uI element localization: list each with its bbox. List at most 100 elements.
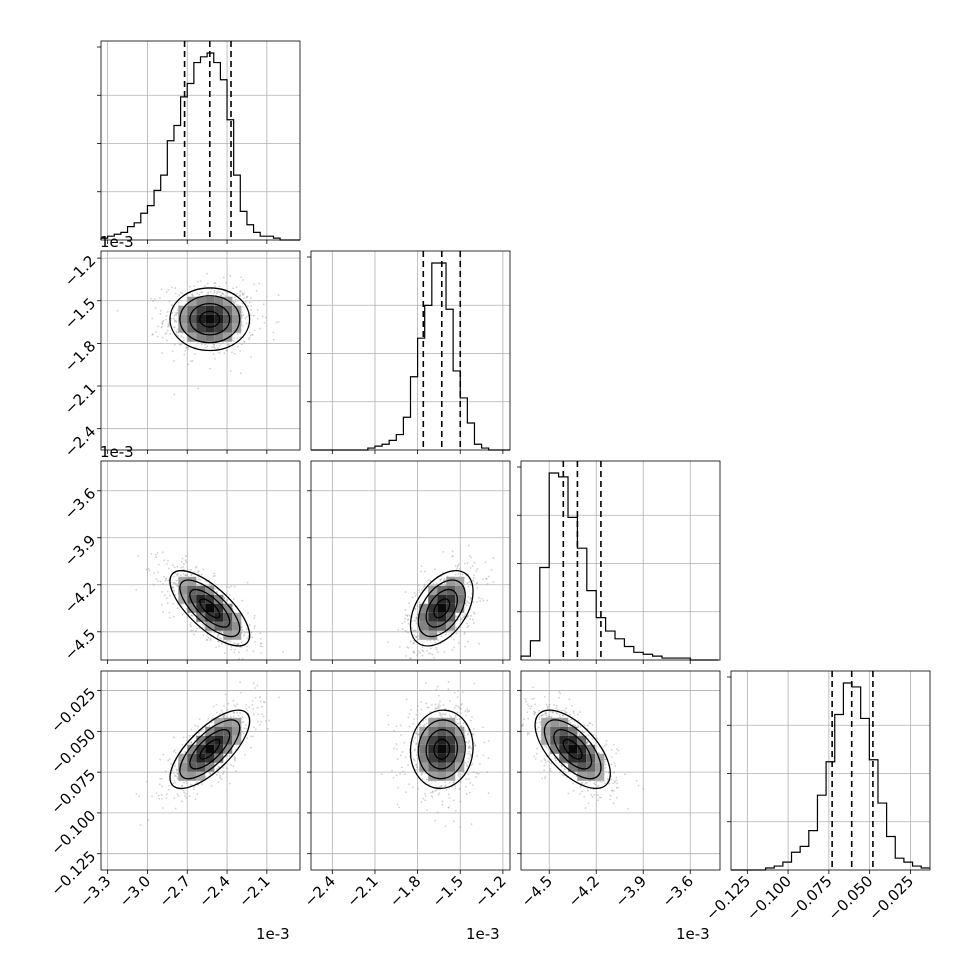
density-cell bbox=[446, 717, 456, 727]
density-contour bbox=[417, 579, 466, 638]
scatter-point bbox=[165, 797, 168, 799]
scatter-point bbox=[415, 636, 418, 639]
density-contour bbox=[199, 738, 221, 760]
scatter-point bbox=[183, 781, 185, 784]
scatter-point bbox=[256, 317, 259, 320]
scatter-point bbox=[544, 775, 547, 778]
density-cell bbox=[178, 314, 188, 324]
scatter-point bbox=[536, 728, 539, 730]
scatter-point bbox=[218, 344, 221, 347]
scatter-point bbox=[222, 293, 225, 296]
scatter-point bbox=[174, 765, 176, 767]
scatter-point bbox=[460, 703, 462, 706]
scatter-point bbox=[245, 704, 247, 706]
scatter-point bbox=[235, 286, 238, 289]
scatter-point bbox=[447, 688, 450, 691]
scatter-point bbox=[607, 771, 610, 773]
density-cell bbox=[205, 332, 215, 342]
scatter-point bbox=[406, 631, 408, 633]
scatter-point bbox=[468, 791, 471, 794]
scatter-point bbox=[192, 788, 195, 791]
scatter-point bbox=[577, 724, 580, 727]
scatter-point bbox=[466, 622, 468, 625]
scatter-point bbox=[583, 731, 586, 734]
scatter-point bbox=[170, 763, 172, 765]
scatter-point bbox=[161, 590, 163, 593]
scatter-point bbox=[469, 753, 472, 756]
scatter-point bbox=[461, 614, 464, 616]
scatter-point bbox=[405, 614, 407, 617]
scatter-point bbox=[166, 311, 169, 313]
scatter-point bbox=[170, 304, 173, 306]
scatter-point bbox=[566, 762, 569, 765]
scatter-point bbox=[535, 721, 538, 724]
scatter-point bbox=[431, 791, 434, 794]
scatter-point bbox=[416, 605, 419, 608]
scatter-point bbox=[231, 351, 233, 354]
scatter-point bbox=[181, 785, 184, 787]
scatter-point bbox=[540, 714, 543, 717]
scatter-point bbox=[546, 707, 549, 709]
scatter-point bbox=[609, 794, 612, 797]
scatter-point bbox=[212, 342, 214, 345]
density-cell bbox=[419, 735, 429, 745]
scatter-point bbox=[604, 766, 607, 769]
scatter-point bbox=[227, 702, 230, 705]
scatter-point bbox=[165, 577, 167, 580]
density-contour bbox=[189, 302, 231, 336]
scatter-point bbox=[159, 296, 161, 299]
scatter-point bbox=[222, 276, 225, 279]
scatter-point bbox=[439, 579, 442, 582]
scatter-point bbox=[458, 706, 461, 709]
scatter-point bbox=[219, 775, 222, 777]
scatter-point bbox=[168, 616, 171, 619]
scatter-point bbox=[236, 703, 239, 706]
scatter-point bbox=[439, 578, 442, 581]
scatter-point bbox=[179, 574, 182, 577]
scatter-point bbox=[438, 792, 441, 795]
scatter-point bbox=[453, 646, 456, 649]
scatter-point bbox=[181, 557, 184, 560]
scatter-point bbox=[549, 767, 552, 770]
scatter-point bbox=[526, 703, 529, 706]
scatter-point bbox=[233, 337, 236, 339]
scatter-point bbox=[555, 759, 557, 762]
scatter-point bbox=[173, 582, 176, 584]
scatter-point bbox=[223, 598, 226, 601]
scatter-point bbox=[250, 297, 252, 300]
scatter-point bbox=[165, 332, 168, 334]
scatter-point bbox=[180, 566, 183, 569]
scatter-point bbox=[401, 622, 404, 625]
density-contour bbox=[433, 738, 451, 760]
scatter-point bbox=[244, 753, 246, 756]
scatter-point bbox=[176, 773, 179, 775]
density-cell bbox=[455, 594, 465, 604]
density-cell bbox=[205, 753, 215, 763]
density-cell bbox=[223, 735, 233, 745]
density-cells bbox=[419, 717, 465, 781]
scatter-point bbox=[469, 597, 472, 599]
scatter-point bbox=[246, 631, 249, 634]
scatter-point bbox=[215, 767, 218, 770]
scatter-panel-1-2 bbox=[307, 460, 511, 664]
density-cell bbox=[455, 576, 465, 586]
scatter-point bbox=[542, 713, 545, 716]
scatter-point bbox=[246, 649, 248, 652]
scatter-point bbox=[256, 706, 259, 709]
scatter-point bbox=[458, 788, 461, 791]
scatter-point bbox=[561, 765, 563, 768]
panel-frame bbox=[310, 670, 511, 871]
scatter-point bbox=[579, 785, 582, 788]
scatter-point bbox=[167, 759, 170, 762]
scatter-point bbox=[492, 581, 495, 583]
scatter-point bbox=[246, 305, 249, 308]
scatter-point bbox=[608, 782, 611, 785]
scatter-point bbox=[250, 309, 253, 311]
scatter-point bbox=[209, 637, 212, 640]
scatter-point bbox=[459, 712, 462, 714]
scatter-point bbox=[599, 780, 602, 783]
scatter-point bbox=[579, 725, 582, 728]
scatter-point bbox=[480, 597, 483, 600]
scatter-point bbox=[442, 550, 445, 553]
scatter-point bbox=[165, 578, 167, 580]
